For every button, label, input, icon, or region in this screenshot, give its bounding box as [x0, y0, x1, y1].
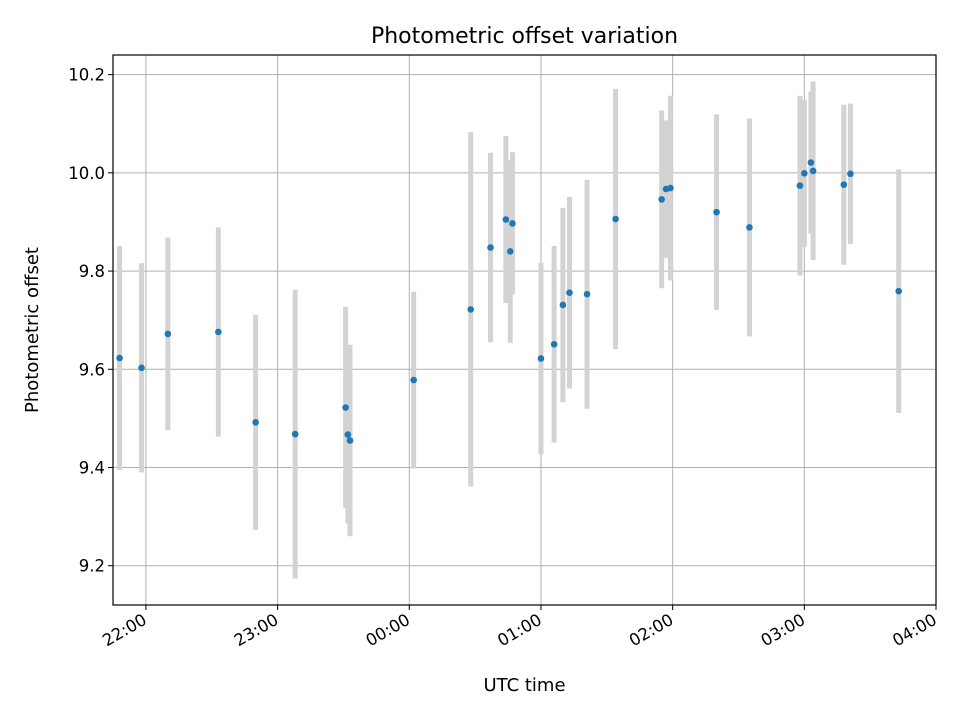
data-point — [502, 216, 510, 223]
data-point — [467, 306, 475, 313]
data-point — [746, 224, 753, 231]
data-points — [116, 159, 902, 444]
data-point — [658, 196, 665, 203]
data-point — [550, 340, 558, 348]
data-point — [164, 330, 172, 338]
data-point — [809, 167, 817, 175]
data-point — [506, 248, 514, 255]
data-point — [583, 290, 591, 298]
data-point — [342, 404, 349, 411]
y-axis-ticks: 9.2 9.4 9.6 9.8 10.0 10.2 — [68, 66, 113, 576]
data-point — [895, 287, 902, 295]
y-tick-label: 9.4 — [79, 459, 105, 478]
data-point — [116, 354, 123, 362]
data-point — [801, 170, 808, 177]
y-tick-label: 10.0 — [68, 164, 105, 183]
data-point — [346, 437, 354, 444]
data-point — [344, 431, 352, 438]
chart-title: Photometric offset variation — [371, 24, 678, 49]
data-point — [566, 289, 573, 296]
data-point — [713, 208, 720, 216]
data-point — [847, 170, 854, 178]
data-point — [410, 376, 417, 384]
y-tick-label: 10.2 — [68, 66, 105, 85]
data-point — [252, 419, 259, 426]
x-axis-label: UTC time — [483, 675, 565, 696]
data-point — [138, 364, 145, 372]
data-point — [796, 182, 804, 189]
y-axis-label: Photometric offset — [22, 247, 43, 413]
data-point — [612, 215, 619, 223]
data-point — [537, 355, 545, 362]
data-point — [215, 328, 222, 336]
data-point — [667, 184, 674, 192]
data-point — [559, 301, 567, 309]
y-tick-label: 9.8 — [79, 262, 105, 281]
data-point — [509, 220, 516, 227]
data-point — [291, 430, 299, 438]
plot-frame — [112, 54, 937, 606]
data-point — [487, 244, 494, 251]
data-point — [807, 159, 815, 166]
data-point — [840, 181, 848, 188]
y-tick-label: 9.6 — [79, 360, 105, 379]
y-tick-label: 9.2 — [79, 557, 105, 576]
